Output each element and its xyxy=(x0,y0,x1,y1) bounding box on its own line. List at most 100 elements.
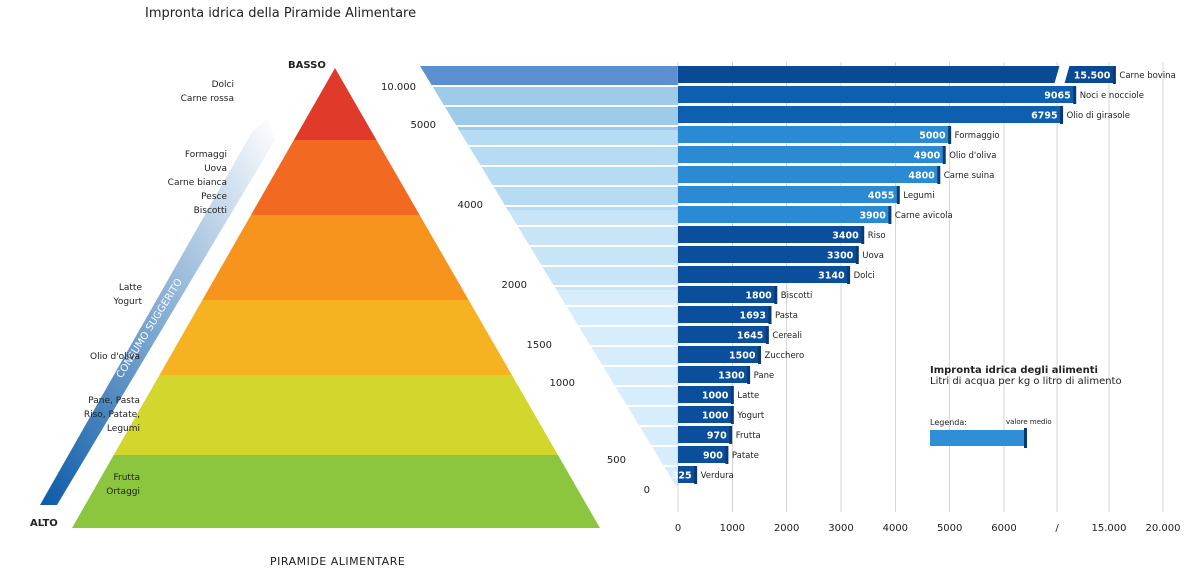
bar-average-marker xyxy=(1073,86,1077,104)
pyramid-food-label: Formaggi xyxy=(184,150,227,160)
bar-value-label: 3400 xyxy=(832,231,859,242)
pyramid-food-label: Pesce xyxy=(201,192,227,202)
scale-label: 0 xyxy=(643,485,650,496)
food-pyramid: CONSUMO SUGGERITO xyxy=(40,68,600,528)
bar-average-marker xyxy=(1112,66,1116,84)
pyramid-food-label: Biscotti xyxy=(193,206,227,216)
bar-value-label: 900 xyxy=(703,451,723,462)
bar xyxy=(678,186,899,203)
bar-category-label: Cereali xyxy=(772,331,802,341)
bar-value-label: 1693 xyxy=(740,311,766,322)
bar-average-marker xyxy=(747,366,751,384)
x-tick-label: 3000 xyxy=(828,523,853,534)
footprint-band xyxy=(556,290,678,370)
pyramid-food-label: Dolci xyxy=(211,80,234,90)
bar-average-marker xyxy=(942,146,946,164)
bar-value-label: 6795 xyxy=(1031,111,1057,122)
pyramid-food-label: Frutta xyxy=(113,473,141,483)
pyramid-layer-5 xyxy=(113,375,558,455)
footprint-band xyxy=(459,130,678,210)
bar-category-label: Noci e nocciole xyxy=(1080,91,1144,101)
bar-category-label: Legumi xyxy=(903,191,934,201)
pyramid-title: PIRAMIDE ALIMENTARE xyxy=(270,555,406,568)
pyramid-food-label: Carne bianca xyxy=(167,178,227,188)
x-tick-label: 1000 xyxy=(720,523,745,534)
bar-average-marker xyxy=(768,306,772,324)
bar xyxy=(678,406,733,423)
bar-category-label: Pane xyxy=(754,371,775,381)
x-tick-label: 2000 xyxy=(774,523,799,534)
scale-label: 500 xyxy=(606,455,626,466)
bar-value-label: 1800 xyxy=(745,291,772,302)
bar xyxy=(678,326,768,343)
bar xyxy=(678,366,749,383)
pyramid-food-label: Legumi xyxy=(106,424,140,434)
scale-label: 5000 xyxy=(410,120,436,131)
scale-label: 1500 xyxy=(526,340,552,351)
bottom-label: ALTO xyxy=(30,518,58,529)
bar-average-marker xyxy=(1060,106,1064,124)
pyramid-layer-1 xyxy=(293,68,377,140)
bar-value-label: 1645 xyxy=(737,331,763,342)
bar-category-label: Latte xyxy=(737,391,759,401)
bar-category-label: Carne suina xyxy=(944,171,995,181)
x-tick-label: 15.000 xyxy=(1092,523,1127,534)
bar-average-marker xyxy=(888,206,892,224)
bar-average-marker xyxy=(847,266,851,284)
bar-value-label: 4800 xyxy=(908,171,935,182)
bar-category-label: Formaggio xyxy=(955,131,1000,141)
scale-label: 10.000 xyxy=(381,82,416,93)
pyramid-food-label: Uova xyxy=(204,164,227,174)
bar xyxy=(678,426,731,443)
bar xyxy=(678,446,727,463)
bar xyxy=(678,86,1075,103)
bar-category-label: Dolci xyxy=(854,271,875,281)
bar xyxy=(678,66,1115,83)
footprint-band xyxy=(605,370,678,486)
x-tick-label: 5000 xyxy=(937,523,962,534)
bar-value-label: 1000 xyxy=(702,391,729,402)
bar-average-marker xyxy=(948,126,952,144)
bar-value-label: 3140 xyxy=(818,271,845,282)
bar-category-label: Carne avicola xyxy=(895,211,953,221)
bar xyxy=(678,346,760,363)
pyramid-food-label: Yogurt xyxy=(113,297,142,307)
legend-subtitle: Litri di acqua per kg o litro di aliment… xyxy=(930,376,1122,387)
bar-value-label: 3300 xyxy=(827,251,854,262)
bar-average-marker xyxy=(730,386,734,404)
bar-category-label: Carne bovina xyxy=(1119,71,1175,81)
scale-label: 4000 xyxy=(457,200,483,211)
bar-value-label: 4900 xyxy=(914,151,941,162)
bar-category-label: Zucchero xyxy=(765,351,805,361)
bar-average-marker xyxy=(730,406,734,424)
bar xyxy=(678,466,696,483)
bar xyxy=(678,386,733,403)
bar-category-label: Verdura xyxy=(701,471,734,481)
pyramid-layer-6 xyxy=(72,455,600,528)
bar xyxy=(678,106,1062,123)
bar-value-label: 15.500 xyxy=(1074,71,1111,82)
bar xyxy=(678,246,858,263)
pyramid-food-label: Latte xyxy=(118,283,142,293)
scale-label: 1000 xyxy=(549,378,575,389)
page-title: Impronta idrica della Piramide Alimentar… xyxy=(145,6,417,21)
bar xyxy=(678,286,776,303)
bar-value-label: 3900 xyxy=(859,211,886,222)
bar-average-marker xyxy=(855,246,859,264)
bar-category-label: Yogurt xyxy=(736,411,765,421)
bar-value-label: 1500 xyxy=(729,351,756,362)
legend-sample-bar xyxy=(930,430,1024,446)
bar-average-marker xyxy=(765,326,769,344)
footprint-band xyxy=(507,210,678,290)
legend-label: Legenda: xyxy=(930,418,967,427)
bar xyxy=(678,126,950,143)
bar xyxy=(678,146,945,163)
bar xyxy=(678,226,863,243)
bar xyxy=(678,166,939,183)
pyramid-layers xyxy=(72,68,600,528)
pyramid-food-label: Pane, Pasta xyxy=(88,396,140,406)
legend: Impronta idrica degli alimenti Litri di … xyxy=(930,365,1160,387)
x-tick-label: 4000 xyxy=(883,523,908,534)
